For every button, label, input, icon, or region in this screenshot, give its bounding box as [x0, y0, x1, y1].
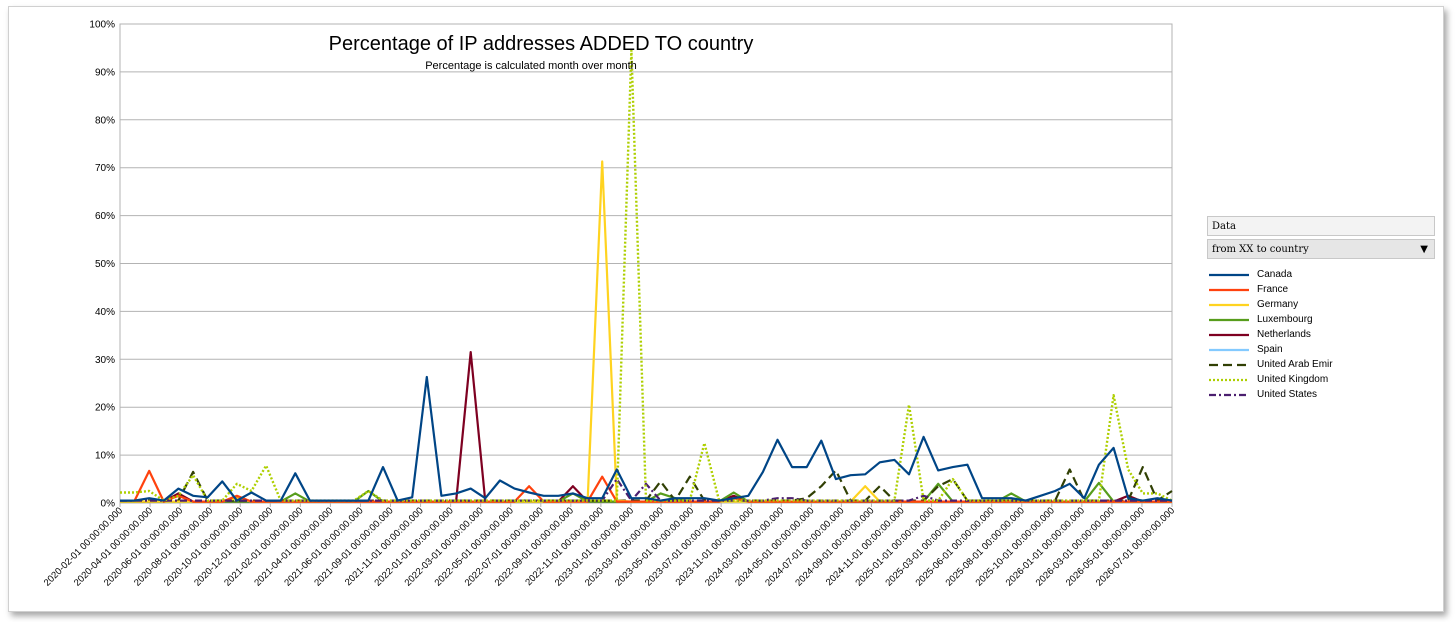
series-line-netherlands [120, 351, 1172, 503]
legend-label: United Kingdom [1257, 374, 1329, 385]
y-tick-label: 100% [89, 20, 115, 31]
y-tick-label: 90% [95, 67, 115, 78]
dropdown-value: from XX to country [1212, 244, 1309, 255]
y-tick-label: 70% [95, 163, 115, 174]
data-series-dropdown[interactable]: from XX to country ▼ [1207, 239, 1435, 259]
plot-area-border [119, 23, 1173, 504]
y-tick-label: 40% [95, 307, 115, 318]
chart-subtitle: Percentage is calculated month over mont… [425, 60, 637, 72]
legend-swatch [1209, 378, 1249, 381]
legend-item: United Kingdom [1207, 372, 1435, 387]
legend-label: France [1257, 284, 1289, 295]
y-tick-label: 20% [95, 403, 115, 414]
chart-title: Percentage of IP addresses ADDED TO coun… [329, 33, 754, 55]
legend-item: Luxembourg [1207, 312, 1435, 327]
legend-swatch [1209, 303, 1249, 306]
y-tick-label: 0% [101, 499, 116, 510]
legend-label: Spain [1257, 344, 1283, 355]
y-tick-label: 60% [95, 211, 115, 222]
y-axis-ticks: 0% 10% 20% 30% 40% 50% 60% 70% 80% 90% 100% [89, 20, 115, 510]
legend-label: Netherlands [1257, 329, 1311, 340]
chart-legend: Canada France Germany Luxembourg Netherlands… [1207, 267, 1435, 402]
series-line-canada [120, 375, 1173, 502]
legend-item: United States [1207, 387, 1435, 402]
legend-swatch [1209, 393, 1249, 396]
legend-item: Spain [1207, 342, 1435, 357]
chart-frame: 0% 10% 20% 30% 40% 50% 60% 70% 80% 90% 100% 2020-0… [8, 6, 1444, 612]
series-line-united-states [120, 478, 1172, 502]
legend-item: United Arab Emir [1207, 357, 1435, 372]
legend-label: Canada [1257, 269, 1293, 280]
legend-label: Luxembourg [1257, 314, 1313, 325]
series-line-united-kingdom [120, 49, 1173, 502]
legend-item: Canada [1207, 267, 1435, 282]
y-tick-label: 30% [95, 355, 115, 366]
legend-label: Germany [1257, 299, 1299, 310]
gridlines [119, 23, 1173, 504]
legend-item: France [1207, 282, 1435, 297]
legend-swatch [1209, 363, 1249, 366]
legend-label: United Arab Emir [1257, 359, 1333, 370]
series-line-germany [120, 160, 1172, 503]
y-tick-label: 10% [95, 451, 115, 462]
legend-item: Netherlands [1207, 327, 1435, 342]
line-chart: 0% 10% 20% 30% 40% 50% 60% 70% 80% 90% 100% 2020-0… [42, 20, 1177, 589]
legend-swatch [1209, 333, 1249, 336]
legend-swatch [1209, 348, 1249, 351]
dropdown-arrow-icon: ▼ [1420, 244, 1428, 255]
series-lines [120, 49, 1173, 503]
legend-swatch [1209, 288, 1249, 291]
data-field-label: Data [1207, 216, 1435, 236]
legend-swatch [1209, 273, 1249, 276]
y-tick-label: 80% [95, 115, 115, 126]
chart-sidebar: Data from XX to country ▼ Canada France Ge… [1207, 216, 1435, 402]
y-tick-label: 50% [95, 259, 115, 270]
legend-item: Germany [1207, 297, 1435, 312]
legend-swatch [1209, 318, 1249, 321]
legend-label: United States [1257, 389, 1318, 400]
